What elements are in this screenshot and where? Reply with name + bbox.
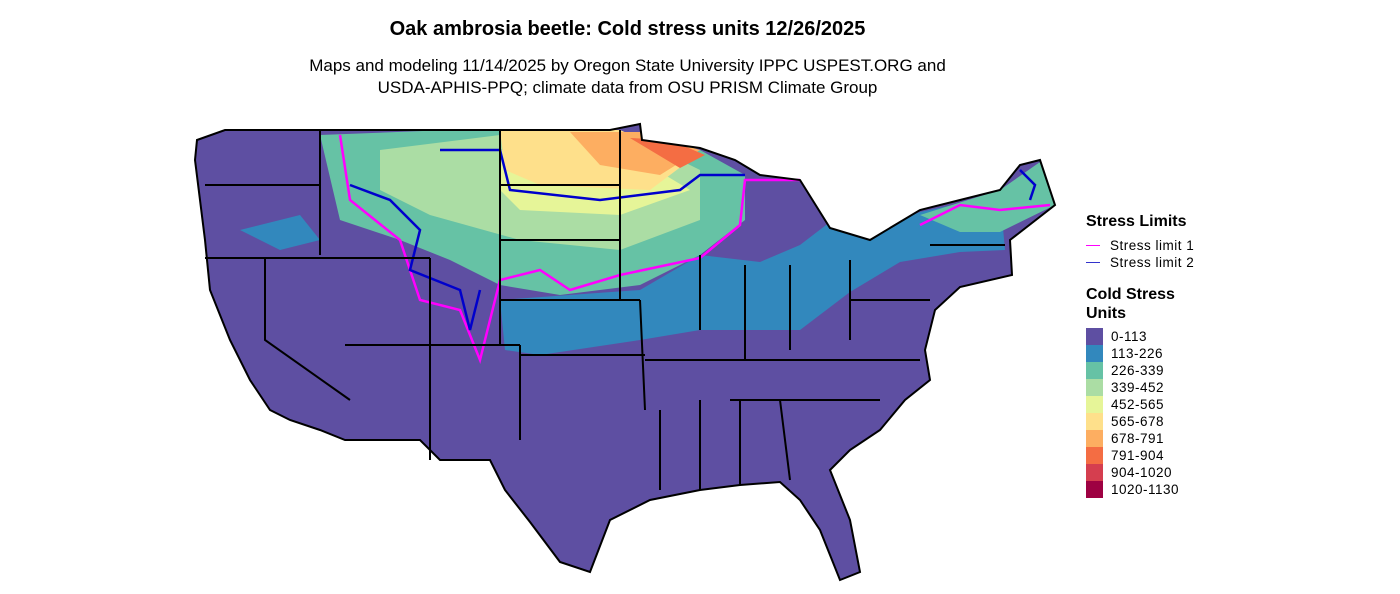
color-swatch — [1086, 328, 1103, 345]
color-swatch — [1086, 379, 1103, 396]
legend-bin-904-1020: 904-1020 — [1086, 464, 1194, 481]
us-cold-stress-map — [194, 123, 1056, 581]
legend-bin-452-565: 452-565 — [1086, 396, 1194, 413]
legend-bin-113-226: 113-226 — [1086, 345, 1194, 362]
legend-bin-label: 678-791 — [1111, 431, 1165, 446]
map-title: Oak ambrosia beetle: Cold stress units 1… — [389, 18, 866, 40]
legend-item-stress-limit-1: Stress limit 1 — [1086, 237, 1194, 254]
legend-label: Stress limit 2 — [1110, 255, 1195, 270]
legend-bin-label: 226-339 — [1111, 363, 1165, 378]
cold-stress-units-legend-title: Cold Stress Units — [1086, 285, 1194, 323]
color-swatch — [1086, 430, 1103, 447]
color-swatch — [1086, 396, 1103, 413]
bin-791-904-area — [630, 138, 705, 168]
color-swatch — [1086, 345, 1103, 362]
legend-bin-0-113: 0-113 — [1086, 328, 1194, 345]
legend-item-stress-limit-2: Stress limit 2 — [1086, 254, 1194, 271]
blue-line-icon — [1086, 262, 1100, 263]
legend-bin-label: 904-1020 — [1111, 465, 1173, 480]
legend: Stress Limits Stress limit 1 Stress limi… — [1086, 212, 1194, 498]
subtitle-line-1: Maps and modeling 11/14/2025 by Oregon S… — [309, 56, 946, 75]
magenta-line-icon — [1086, 245, 1100, 246]
legend-bin-678-791: 678-791 — [1086, 430, 1194, 447]
map-subtitle: Maps and modeling 11/14/2025 by Oregon S… — [0, 55, 1255, 99]
color-swatch — [1086, 481, 1103, 498]
bin-113-226-area — [240, 195, 1005, 355]
color-swatch — [1086, 464, 1103, 481]
legend-bin-label: 339-452 — [1111, 380, 1165, 395]
stress-limit-1-line — [338, 134, 1051, 365]
legend-bin-label: 452-565 — [1111, 397, 1165, 412]
state-borders — [194, 123, 1056, 581]
legend-bin-label: 565-678 — [1111, 414, 1165, 429]
legend-bin-label: 791-904 — [1111, 448, 1165, 463]
subtitle-line-2: USDA-APHIS-PPQ; climate data from OSU PR… — [377, 78, 878, 97]
legend-bin-226-339: 226-339 — [1086, 362, 1194, 379]
legend-label: Stress limit 1 — [1110, 238, 1195, 253]
legend-bin-label: 1020-1130 — [1111, 482, 1180, 497]
legend-bin-791-904: 791-904 — [1086, 447, 1194, 464]
stress-limits-legend-title: Stress Limits — [1086, 213, 1187, 230]
color-swatch — [1086, 362, 1103, 379]
legend-title-line: Cold Stress — [1086, 286, 1175, 303]
color-swatch — [1086, 447, 1103, 464]
legend-bin-label: 113-226 — [1111, 346, 1164, 361]
legend-bin-label: 0-113 — [1111, 329, 1148, 344]
legend-bin-339-452: 339-452 — [1086, 379, 1194, 396]
legend-bin-565-678: 565-678 — [1086, 413, 1194, 430]
color-swatch — [1086, 413, 1103, 430]
legend-title-line: Units — [1086, 305, 1126, 322]
legend-bin-1020-1130: 1020-1130 — [1086, 481, 1194, 498]
